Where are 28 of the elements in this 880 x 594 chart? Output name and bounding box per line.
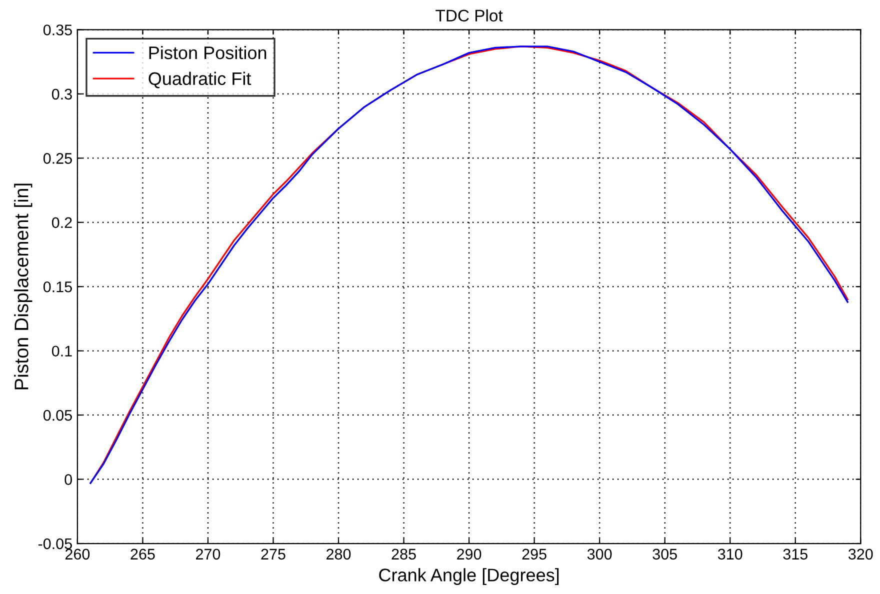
x-tick-label: 265: [130, 548, 155, 560]
x-tick-label: 295: [522, 548, 546, 560]
y-tick-label: 0.2: [52, 217, 72, 228]
x-tick-label: 305: [652, 548, 677, 560]
y-tick-label: 0.05: [43, 410, 72, 421]
legend-label: Piston Position: [149, 46, 266, 60]
x-axis-title: Crank Angle [Degrees]: [379, 568, 559, 585]
x-tick-label: 315: [783, 548, 808, 560]
legend-label: Quadratic Fit: [148, 72, 252, 88]
x-tick-label: 310: [718, 548, 742, 560]
chart-title: TDC Plot: [436, 9, 503, 22]
y-tick-label: 0.3: [52, 88, 72, 100]
x-tick-label: 280: [326, 548, 351, 560]
x-tick-label: 300: [587, 548, 612, 560]
x-tick-label: 275: [261, 548, 286, 560]
y-tick-label: 0.1: [52, 346, 72, 357]
x-tick-label: 290: [457, 548, 482, 560]
y-tick-label: 0: [64, 474, 72, 485]
x-tick-label: 285: [392, 548, 416, 560]
y-tick-label: -0.05: [38, 538, 72, 550]
line-series: [90, 46, 848, 484]
y-tick-label: 0.35: [43, 24, 72, 36]
x-tick-label: 270: [196, 548, 220, 560]
y-tick-label: 0.15: [43, 281, 72, 292]
x-tick-label: 260: [65, 548, 90, 560]
y-tick-label: 0.25: [43, 153, 72, 164]
y-axis-title: Piston Displacement [in]: [14, 184, 32, 390]
x-tick-label: 320: [848, 548, 873, 560]
